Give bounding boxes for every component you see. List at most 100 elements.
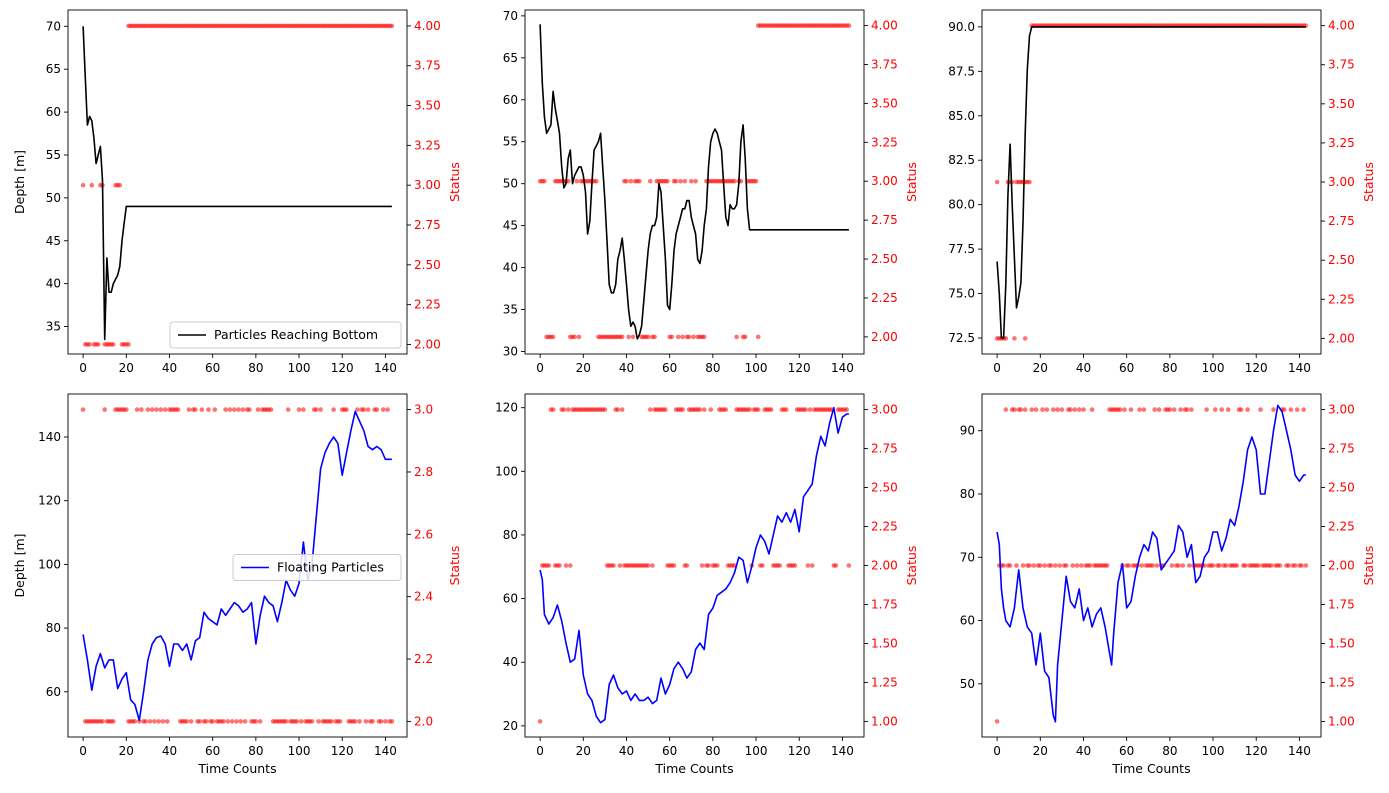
axes-frame	[67, 9, 408, 355]
status-point	[184, 719, 190, 724]
x-tick-label: 20	[576, 744, 591, 758]
status-point	[139, 407, 144, 412]
status-point	[1048, 563, 1054, 568]
x-tick-label: 60	[662, 744, 677, 758]
y-tick-label: 60	[960, 614, 975, 628]
status-point	[203, 719, 209, 724]
status-point	[708, 407, 713, 412]
y2-axis-label: Status	[1361, 546, 1376, 586]
status-point	[792, 563, 798, 568]
status-point	[652, 334, 657, 340]
status-point	[645, 563, 651, 568]
y-tick-label: 45	[503, 219, 518, 233]
status-point	[242, 719, 248, 724]
legend-box	[232, 554, 402, 581]
status-point	[1258, 407, 1263, 412]
y2-tick-label: 3.75	[871, 57, 898, 71]
y2-tick-label: 2.75	[871, 442, 898, 456]
status-point	[1223, 563, 1229, 568]
status-point	[1269, 563, 1274, 568]
status-point	[846, 563, 852, 568]
x-tick-label: 20	[576, 361, 591, 375]
x-tick-label: 40	[1076, 744, 1091, 758]
status-point	[1288, 407, 1294, 412]
y2-tick-label: 2.0	[414, 714, 433, 728]
status-point	[753, 178, 759, 184]
status-point	[240, 407, 246, 412]
status-point	[380, 407, 386, 412]
status-point	[1027, 563, 1032, 568]
status-point	[637, 178, 642, 184]
y2-tick-label: 2.75	[871, 213, 898, 227]
y-tick-label: 35	[46, 320, 61, 334]
status-point	[768, 407, 774, 412]
status-point	[199, 407, 205, 412]
x-tick-label: 20	[1033, 744, 1048, 758]
status-point	[1178, 407, 1183, 412]
x-tick-label: 0	[536, 361, 544, 375]
status-point	[1204, 407, 1209, 412]
status-point	[147, 719, 153, 724]
y-tick-label: 140	[38, 430, 61, 444]
y2-axis-label: Status	[447, 546, 462, 586]
legend-label: Particles Reaching Bottom	[214, 327, 378, 342]
status-point	[1014, 563, 1019, 568]
status-point	[232, 407, 237, 412]
status-point	[1053, 563, 1058, 568]
y2-tick-label: 3.50	[871, 96, 898, 110]
x-tick-label: 80	[1162, 744, 1177, 758]
y-tick-label: 87.5	[948, 64, 975, 78]
status-point	[1299, 563, 1304, 568]
status-scatter	[80, 23, 395, 347]
status-point	[1171, 407, 1177, 412]
status-point	[1217, 563, 1222, 568]
status-point	[156, 719, 161, 724]
x-tick-label: 100	[745, 744, 768, 758]
y-tick-label: 70	[46, 19, 61, 33]
y2-tick-label: 2.50	[414, 258, 441, 272]
status-point	[1128, 407, 1134, 412]
axes-frame	[67, 393, 408, 738]
status-point	[630, 334, 636, 340]
subplot-top-middle: 0 20 40 60 80 100 120 140 30 35 40 45 50 55 60 65 70 2.00…	[503, 9, 919, 375]
y2-tick-label: 3.00	[1328, 175, 1355, 189]
y2-axis-label: Status	[1361, 162, 1376, 202]
status-point	[1167, 407, 1173, 412]
status-point	[805, 563, 811, 568]
y-tick-label: 80	[960, 487, 975, 501]
status-point	[87, 342, 92, 347]
status-point	[236, 407, 241, 412]
x-tick-label: 60	[205, 744, 220, 758]
status-point	[89, 182, 95, 188]
y-tick-label: 100	[495, 464, 518, 478]
status-point	[1243, 563, 1248, 568]
status-point	[1063, 563, 1069, 568]
status-point	[714, 563, 720, 568]
status-point	[314, 407, 319, 412]
depth-line	[539, 406, 849, 724]
subplot-bottom-right: 0 20 40 60 80 100 120 140 50 60 70 80 90 1.00 1.25 1.50…	[960, 393, 1376, 776]
y2-tick-label: 1.50	[871, 636, 898, 650]
status-point	[126, 342, 131, 347]
status-point	[994, 719, 1000, 724]
y2-tick-label: 2.25	[871, 520, 898, 534]
status-point	[833, 563, 839, 568]
status-point	[760, 563, 765, 568]
status-point	[1042, 563, 1047, 568]
status-point	[691, 334, 696, 340]
y-tick-label: 70	[503, 9, 518, 23]
y-tick-label: 55	[46, 148, 61, 162]
y2-tick-label: 3.25	[414, 138, 441, 152]
x-tick-label: 20	[1033, 361, 1048, 375]
x-tick-label: 140	[374, 361, 397, 375]
status-point	[1029, 407, 1034, 412]
status-point	[701, 407, 707, 412]
y2-axis-label: Status	[447, 162, 462, 202]
status-point	[747, 407, 752, 412]
y-tick-label: 72.5	[948, 331, 975, 345]
x-tick-label: 120	[1245, 744, 1268, 758]
y2-tick-label: 3.00	[414, 178, 441, 192]
status-point	[1245, 407, 1250, 412]
y2-tick-label: 2.50	[1328, 253, 1355, 267]
